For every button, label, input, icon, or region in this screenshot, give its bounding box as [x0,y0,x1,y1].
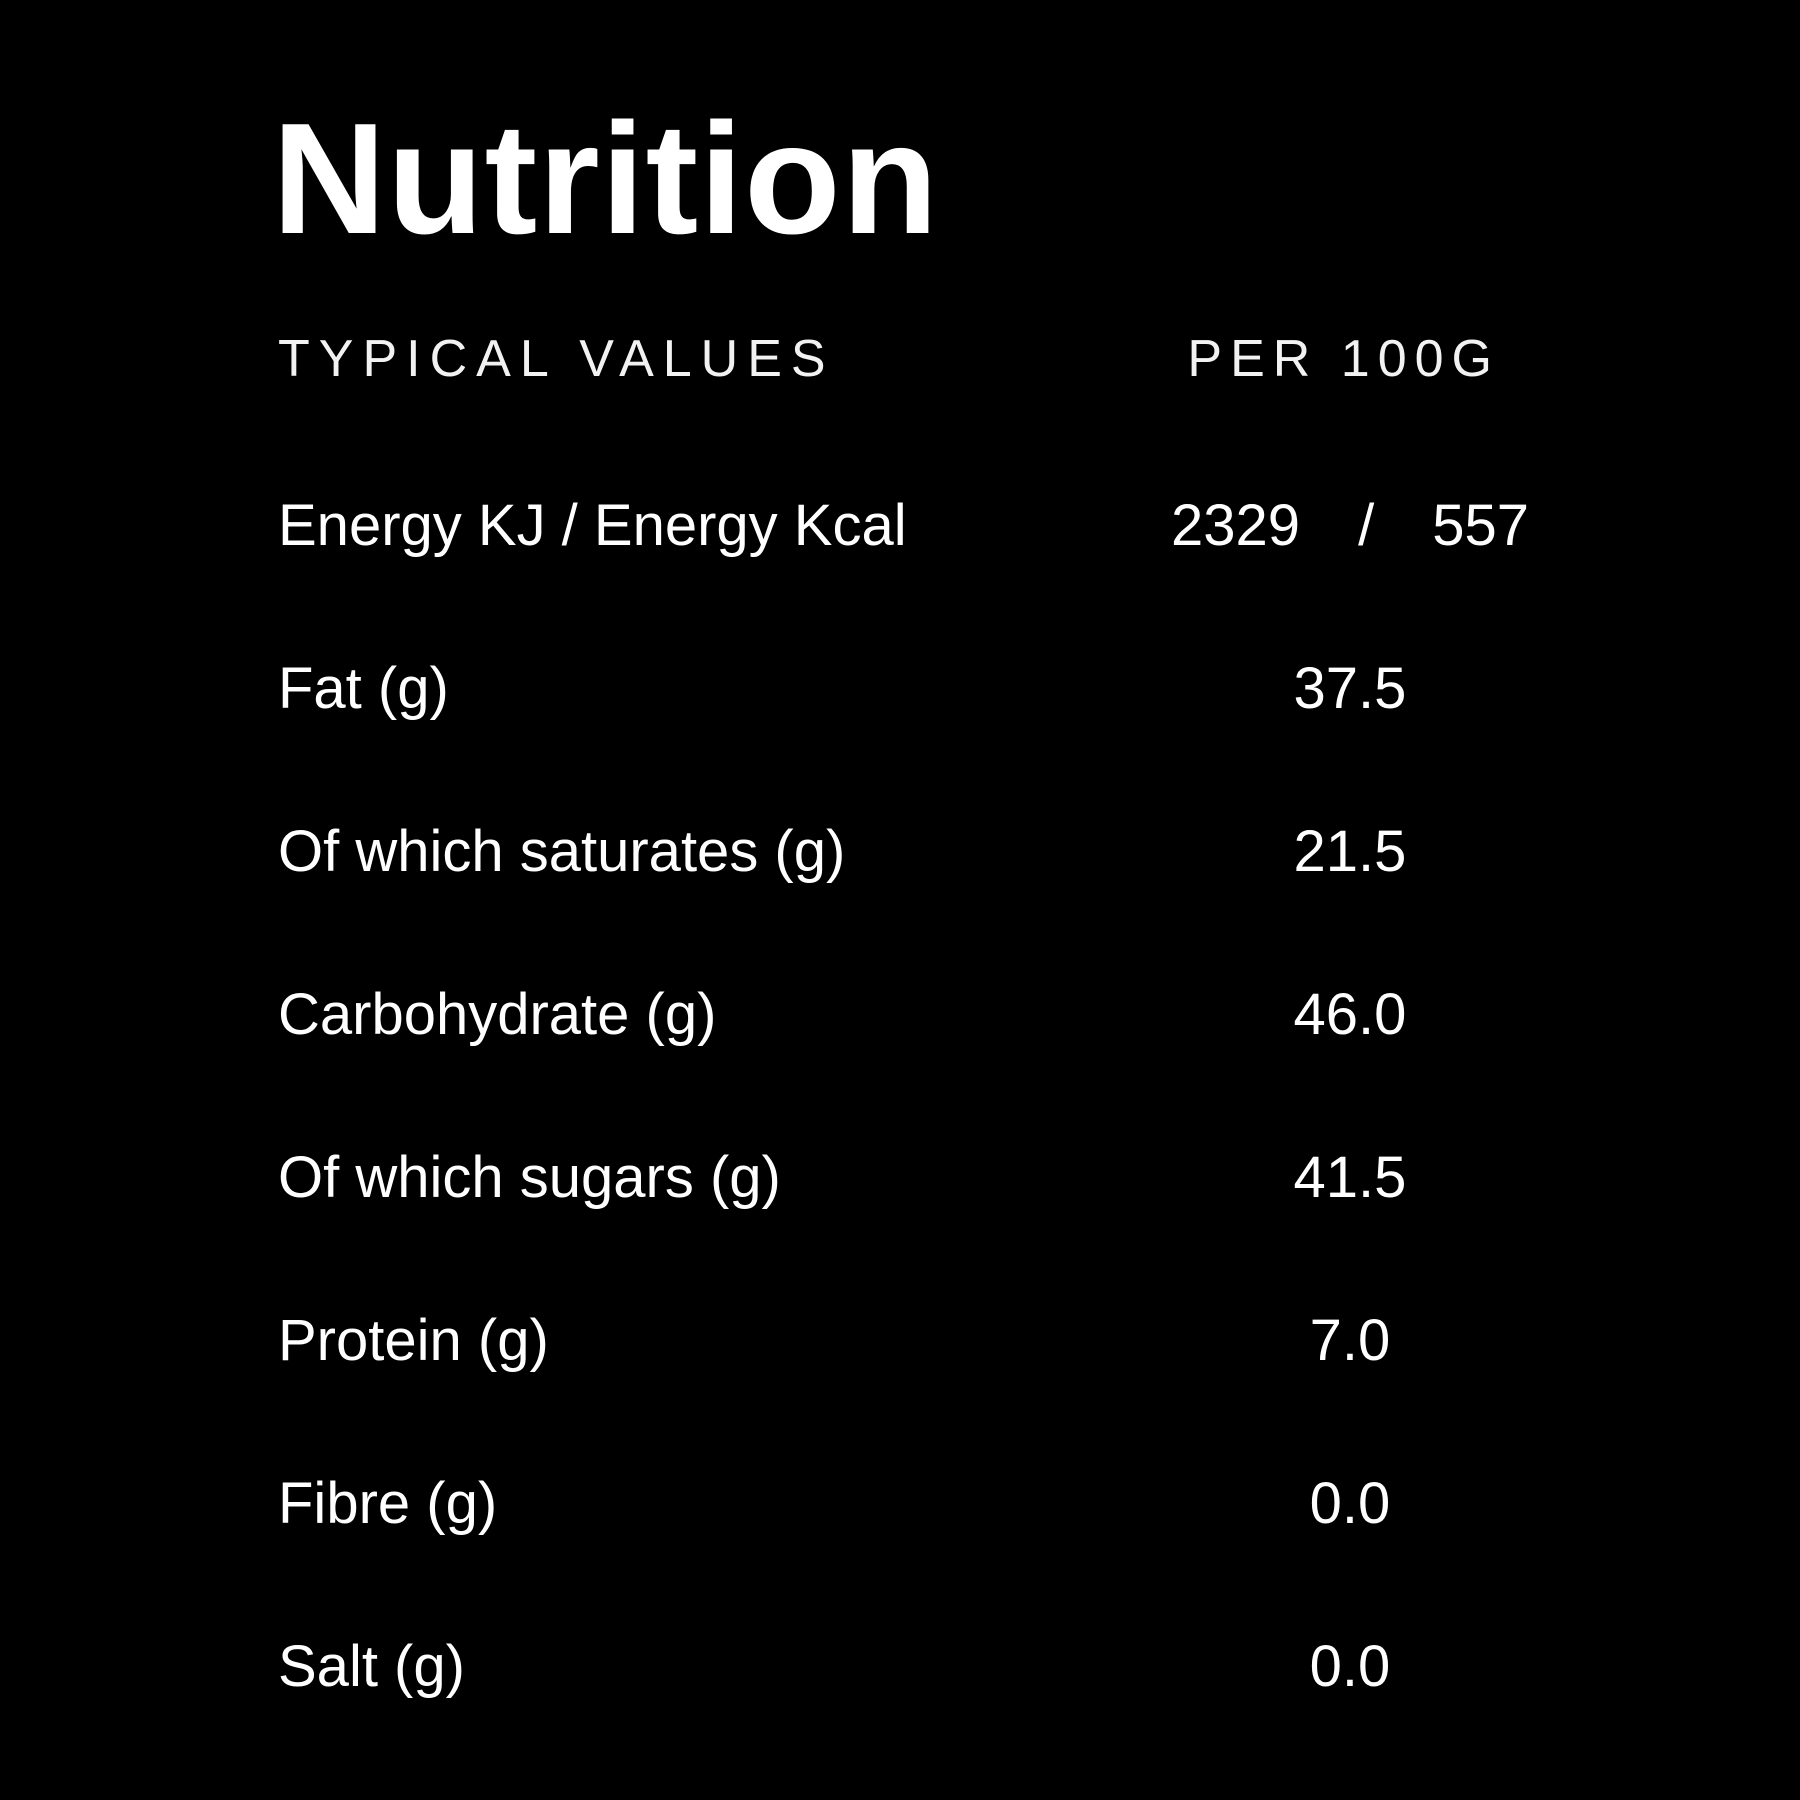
energy-separator: / [1358,493,1375,558]
table-row-fibre: Fibre (g) 0.0 [278,1475,1550,1533]
protein-value: 7.0 [1309,1308,1391,1373]
nutrition-table: Energy KJ / Energy Kcal 2329 / 557 Fat (… [278,497,1550,1696]
page-title: Nutrition [272,91,940,267]
energy-kcal-value: 557 [1432,493,1529,558]
column-header-per-100g: PER 100G [1187,330,1500,388]
energy-kj-value: 2329 [1171,493,1301,558]
table-row-fat: Fat (g) 37.5 [278,660,1550,718]
salt-value: 0.0 [1309,1634,1391,1699]
carbohydrate-label: Carbohydrate (g) [278,982,717,1047]
table-row-carbohydrate: Carbohydrate (g) 46.0 [278,986,1550,1044]
fat-label: Fat (g) [278,656,449,721]
table-row-energy: Energy KJ / Energy Kcal 2329 / 557 [278,497,1550,555]
saturates-label: Of which saturates (g) [278,819,846,884]
fibre-label: Fibre (g) [278,1471,498,1536]
table-row-salt: Salt (g) 0.0 [278,1638,1550,1696]
protein-label: Protein (g) [278,1308,549,1373]
energy-value: 2329 / 557 [1150,497,1550,555]
sugars-label: Of which sugars (g) [278,1145,781,1210]
salt-label: Salt (g) [278,1634,465,1699]
saturates-value: 21.5 [1293,819,1407,884]
fibre-value: 0.0 [1309,1471,1391,1536]
carbohydrate-value: 46.0 [1293,982,1407,1047]
table-row-sugars: Of which sugars (g) 41.5 [278,1149,1550,1207]
column-header-typical-values: TYPICAL VALUES [278,330,835,388]
table-row-saturates: Of which saturates (g) 21.5 [278,823,1550,881]
table-row-protein: Protein (g) 7.0 [278,1312,1550,1370]
sugars-value: 41.5 [1293,1145,1407,1210]
fat-value: 37.5 [1293,656,1407,721]
energy-label: Energy KJ / Energy Kcal [278,493,907,558]
table-header: TYPICAL VALUES PER 100G [278,333,1500,385]
